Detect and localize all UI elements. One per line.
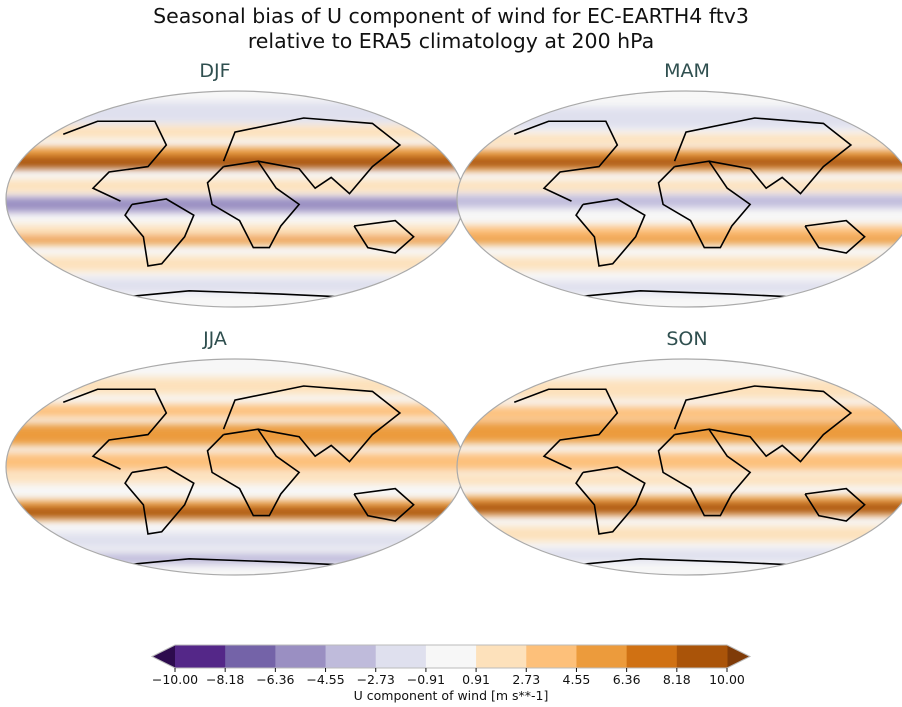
bias-band [457, 421, 902, 444]
colorbar-segment [275, 645, 327, 668]
bias-band [457, 156, 902, 168]
colorbar-segment [476, 645, 527, 668]
coastlines [62, 385, 415, 569]
bias-band [6, 553, 464, 565]
bias-band [6, 155, 464, 169]
colorbar-tick-label: −4.55 [306, 672, 345, 687]
coastlines [513, 385, 866, 569]
bias-band [6, 101, 464, 124]
bias-band [457, 474, 902, 486]
colorbar-segment [576, 645, 628, 668]
colorbar-tick-label: 2.73 [512, 672, 541, 687]
bias-band [457, 235, 902, 245]
map-mam [457, 91, 902, 307]
colorbar-under-arrow [152, 645, 175, 668]
bias-band [6, 532, 464, 548]
colorbar-tick-label: −10.00 [151, 672, 199, 687]
bias-band [6, 472, 464, 484]
colorbar-segment [626, 645, 678, 668]
colorbar-segment [325, 645, 377, 668]
panel-title-jja: JJA [203, 328, 227, 350]
bias-band [457, 281, 902, 295]
bias-band [457, 549, 902, 563]
colorbar-tick-label: 6.36 [612, 672, 641, 687]
colorbar-over-arrow [727, 645, 750, 668]
bias-band [6, 224, 464, 238]
colorbar-segment [425, 645, 477, 668]
colorbar-tick-label: 0.91 [462, 672, 490, 687]
bias-band [6, 256, 464, 272]
bias-band [457, 502, 902, 514]
bias-band [6, 452, 464, 471]
figure-title-line2: relative to ERA5 climatology at 200 hPa [247, 29, 655, 53]
bias-band [6, 423, 464, 446]
bias-band [6, 179, 464, 193]
bias-band [6, 235, 464, 245]
colorbar-tick-label: −6.36 [256, 672, 295, 687]
bias-band [457, 180, 902, 192]
colorbar-segment [225, 645, 276, 668]
bias-band [6, 277, 464, 293]
bias-band [6, 506, 464, 518]
colorbar-tick-label: 4.55 [562, 672, 591, 687]
colorbar-segment [526, 645, 577, 668]
colorbar-tick-label: −8.18 [206, 672, 245, 687]
bias-band [457, 452, 902, 471]
coastlines [513, 117, 866, 301]
map-son [457, 359, 902, 575]
bias-band [457, 379, 902, 399]
panel-title-son: SON [666, 328, 708, 350]
bias-band [457, 257, 902, 271]
colorbar-tick-label: −0.91 [406, 672, 446, 687]
bias-band [457, 194, 902, 208]
colorbar-segment [676, 645, 728, 668]
map-border [456, 90, 902, 308]
figure-title-line1: Seasonal bias of U component of wind for… [153, 4, 749, 28]
bias-band [457, 526, 902, 542]
coastlines [62, 117, 415, 301]
bias-band [457, 406, 902, 420]
panel-title-mam: MAM [664, 60, 710, 82]
colorbar-label: U component of wind [m s**-1] [353, 688, 549, 703]
colorbar-tick-label: 10.00 [709, 672, 745, 687]
map-border [456, 358, 902, 576]
bias-band [457, 107, 902, 129]
bias-band [6, 404, 464, 418]
colorbar-tick-label: −2.73 [356, 672, 395, 687]
colorbar-tick-label: 8.18 [662, 672, 691, 687]
bias-band [457, 134, 902, 145]
map-djf [6, 91, 464, 307]
colorbar-segment [175, 645, 226, 668]
colorbar-segment [375, 645, 427, 668]
panel-title-djf: DJF [199, 60, 231, 82]
map-jja [6, 359, 464, 575]
